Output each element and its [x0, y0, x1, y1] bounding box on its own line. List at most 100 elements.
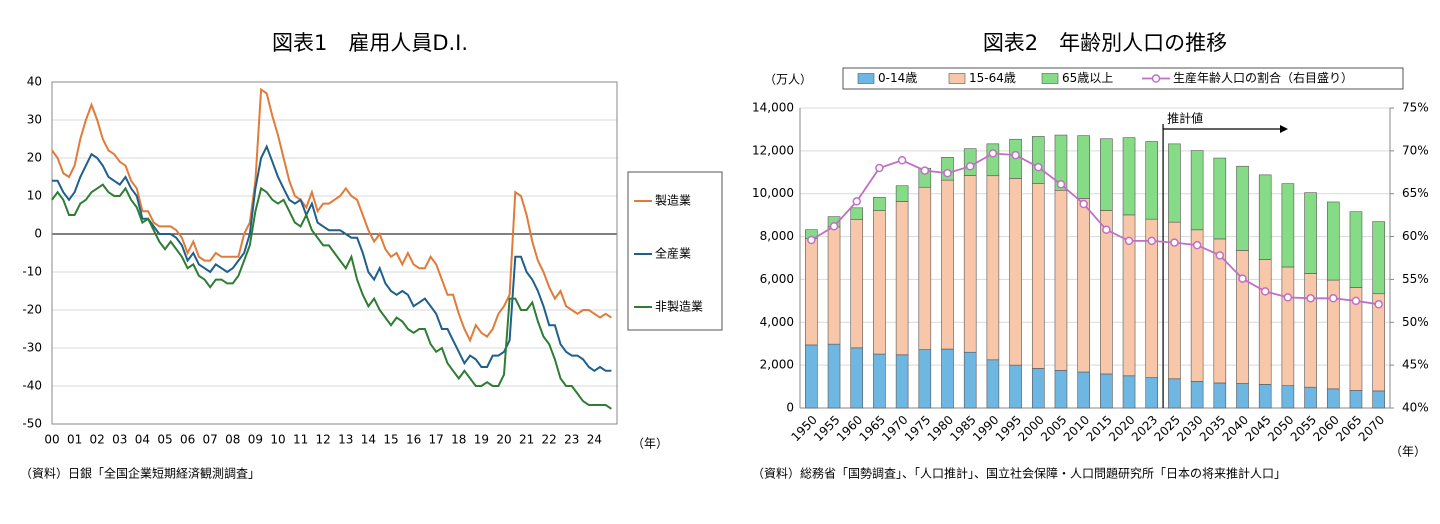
bar-segment: [895, 201, 909, 356]
x-tick-label: 22: [542, 433, 557, 447]
ratio-marker: [920, 166, 930, 175]
x-axis-label: （年）: [1390, 445, 1426, 459]
x-tick-label: 09: [248, 433, 263, 447]
ratio-marker: [875, 163, 884, 173]
ratio-marker: [988, 149, 998, 158]
bar-segment: [1031, 183, 1045, 369]
bar-segment: [1077, 371, 1090, 409]
legend-label: 0-14歳: [878, 71, 917, 85]
bar-segment: [1145, 377, 1159, 409]
bar-segment: [1122, 137, 1136, 216]
legend-label: 非製造業: [655, 300, 703, 314]
bar-segment: [1122, 375, 1136, 409]
data-line: [51, 87, 612, 343]
ratio-marker: [807, 235, 816, 245]
y2-tick-label: 60%: [1402, 229, 1429, 243]
bar-segment: [986, 359, 1000, 409]
bar-segment: [1100, 210, 1113, 375]
bar-segment: [805, 238, 818, 346]
y-tick-label: 4,000: [760, 315, 794, 329]
bar-segment: [1145, 141, 1159, 220]
y2-tick-label: 65%: [1402, 186, 1429, 200]
x-tick-label: 2070: [1356, 413, 1387, 444]
bar-segment: [1100, 373, 1113, 409]
bar-segment: [1304, 386, 1317, 409]
x-tick-label: 00: [44, 433, 59, 447]
legend-swatch: [948, 73, 966, 84]
x-tick-label: 08: [225, 433, 240, 447]
bar-segment: [941, 348, 954, 409]
bar-segment: [1258, 174, 1272, 260]
x-tick-label: 14: [361, 433, 376, 447]
x-tick-label: 02: [90, 433, 105, 447]
bar-segment: [918, 349, 932, 409]
bar-segment: [1100, 138, 1113, 211]
bar-segment: [1077, 198, 1090, 373]
x-tick-label: 10: [270, 433, 285, 447]
bar-segment: [1326, 388, 1340, 409]
ratio-marker: [1238, 274, 1247, 283]
bar-segment: [1190, 381, 1204, 409]
y-tick-label: 12,000: [752, 143, 794, 157]
bar-segment: [1213, 382, 1227, 409]
ratio-marker: [1147, 236, 1156, 246]
x-tick-label: 18: [451, 433, 466, 447]
x-tick-label: 12: [316, 433, 331, 447]
source: （資料）総務省「国勢調査」、「人口推計」、国立社会保障・人口問題研究所「日本の将…: [752, 466, 1286, 481]
bar-segment: [873, 210, 886, 355]
x-tick-label: 13: [338, 433, 353, 447]
y-tick-label: 10: [27, 189, 42, 203]
x-tick-label: 23: [564, 433, 579, 447]
bar-segment: [1236, 250, 1249, 384]
bar-segment: [850, 347, 864, 409]
bar-segment: [963, 175, 977, 353]
bar-segment: [1304, 273, 1317, 388]
x-axis-label: （年）: [632, 437, 668, 451]
ratio-marker: [965, 162, 975, 171]
bar-segment: [1372, 390, 1385, 409]
x-tick-label: 17: [429, 433, 444, 447]
bar-segment: [1304, 192, 1317, 274]
bar-segment: [1281, 266, 1295, 386]
plot-frame: [51, 81, 618, 425]
x-tick-label: 16: [406, 433, 421, 447]
legend-label: 全産業: [655, 246, 691, 261]
bar-segment: [895, 185, 909, 202]
y2-tick-label: 70%: [1402, 143, 1429, 157]
y-tick-label: 0: [34, 227, 42, 241]
ratio-marker: [1170, 238, 1179, 247]
x-tick-label: 06: [180, 433, 195, 447]
bar-segment: [1349, 390, 1363, 409]
ratio-marker: [1056, 180, 1066, 189]
ratio-marker: [1374, 300, 1383, 309]
x-tick-label: 07: [203, 433, 218, 447]
bar-segment: [1372, 221, 1385, 295]
bar-segment: [941, 179, 954, 350]
y-axis-label: （万人）: [764, 73, 812, 87]
y2-tick-label: 50%: [1402, 315, 1429, 329]
bar-segment: [1190, 229, 1204, 382]
legend-swatch: [857, 73, 875, 84]
bar-segment: [1258, 384, 1272, 409]
bar-segment: [1031, 136, 1045, 184]
bar-segment: [1326, 201, 1340, 281]
ratio-marker: [1079, 199, 1088, 209]
x-tick-label: 24: [587, 433, 602, 447]
bar-segment: [850, 207, 864, 220]
annotation-arrowhead: [1280, 125, 1288, 133]
y-tick-label: -40: [22, 379, 42, 393]
y2-tick-label: 75%: [1402, 101, 1429, 115]
bar-segment: [1009, 178, 1022, 366]
bar-segment: [850, 218, 864, 349]
bar-segment: [1077, 135, 1090, 199]
bar-segment: [1258, 259, 1272, 385]
bar-segment: [1168, 143, 1181, 223]
ratio-marker: [1124, 236, 1134, 246]
ratio-marker: [1102, 225, 1111, 234]
y-tick-label: 30: [27, 113, 42, 127]
y-tick-label: 10,000: [752, 186, 794, 200]
ratio-marker: [1260, 287, 1270, 296]
bar-segment: [895, 354, 909, 409]
bar-segment: [1236, 383, 1249, 409]
